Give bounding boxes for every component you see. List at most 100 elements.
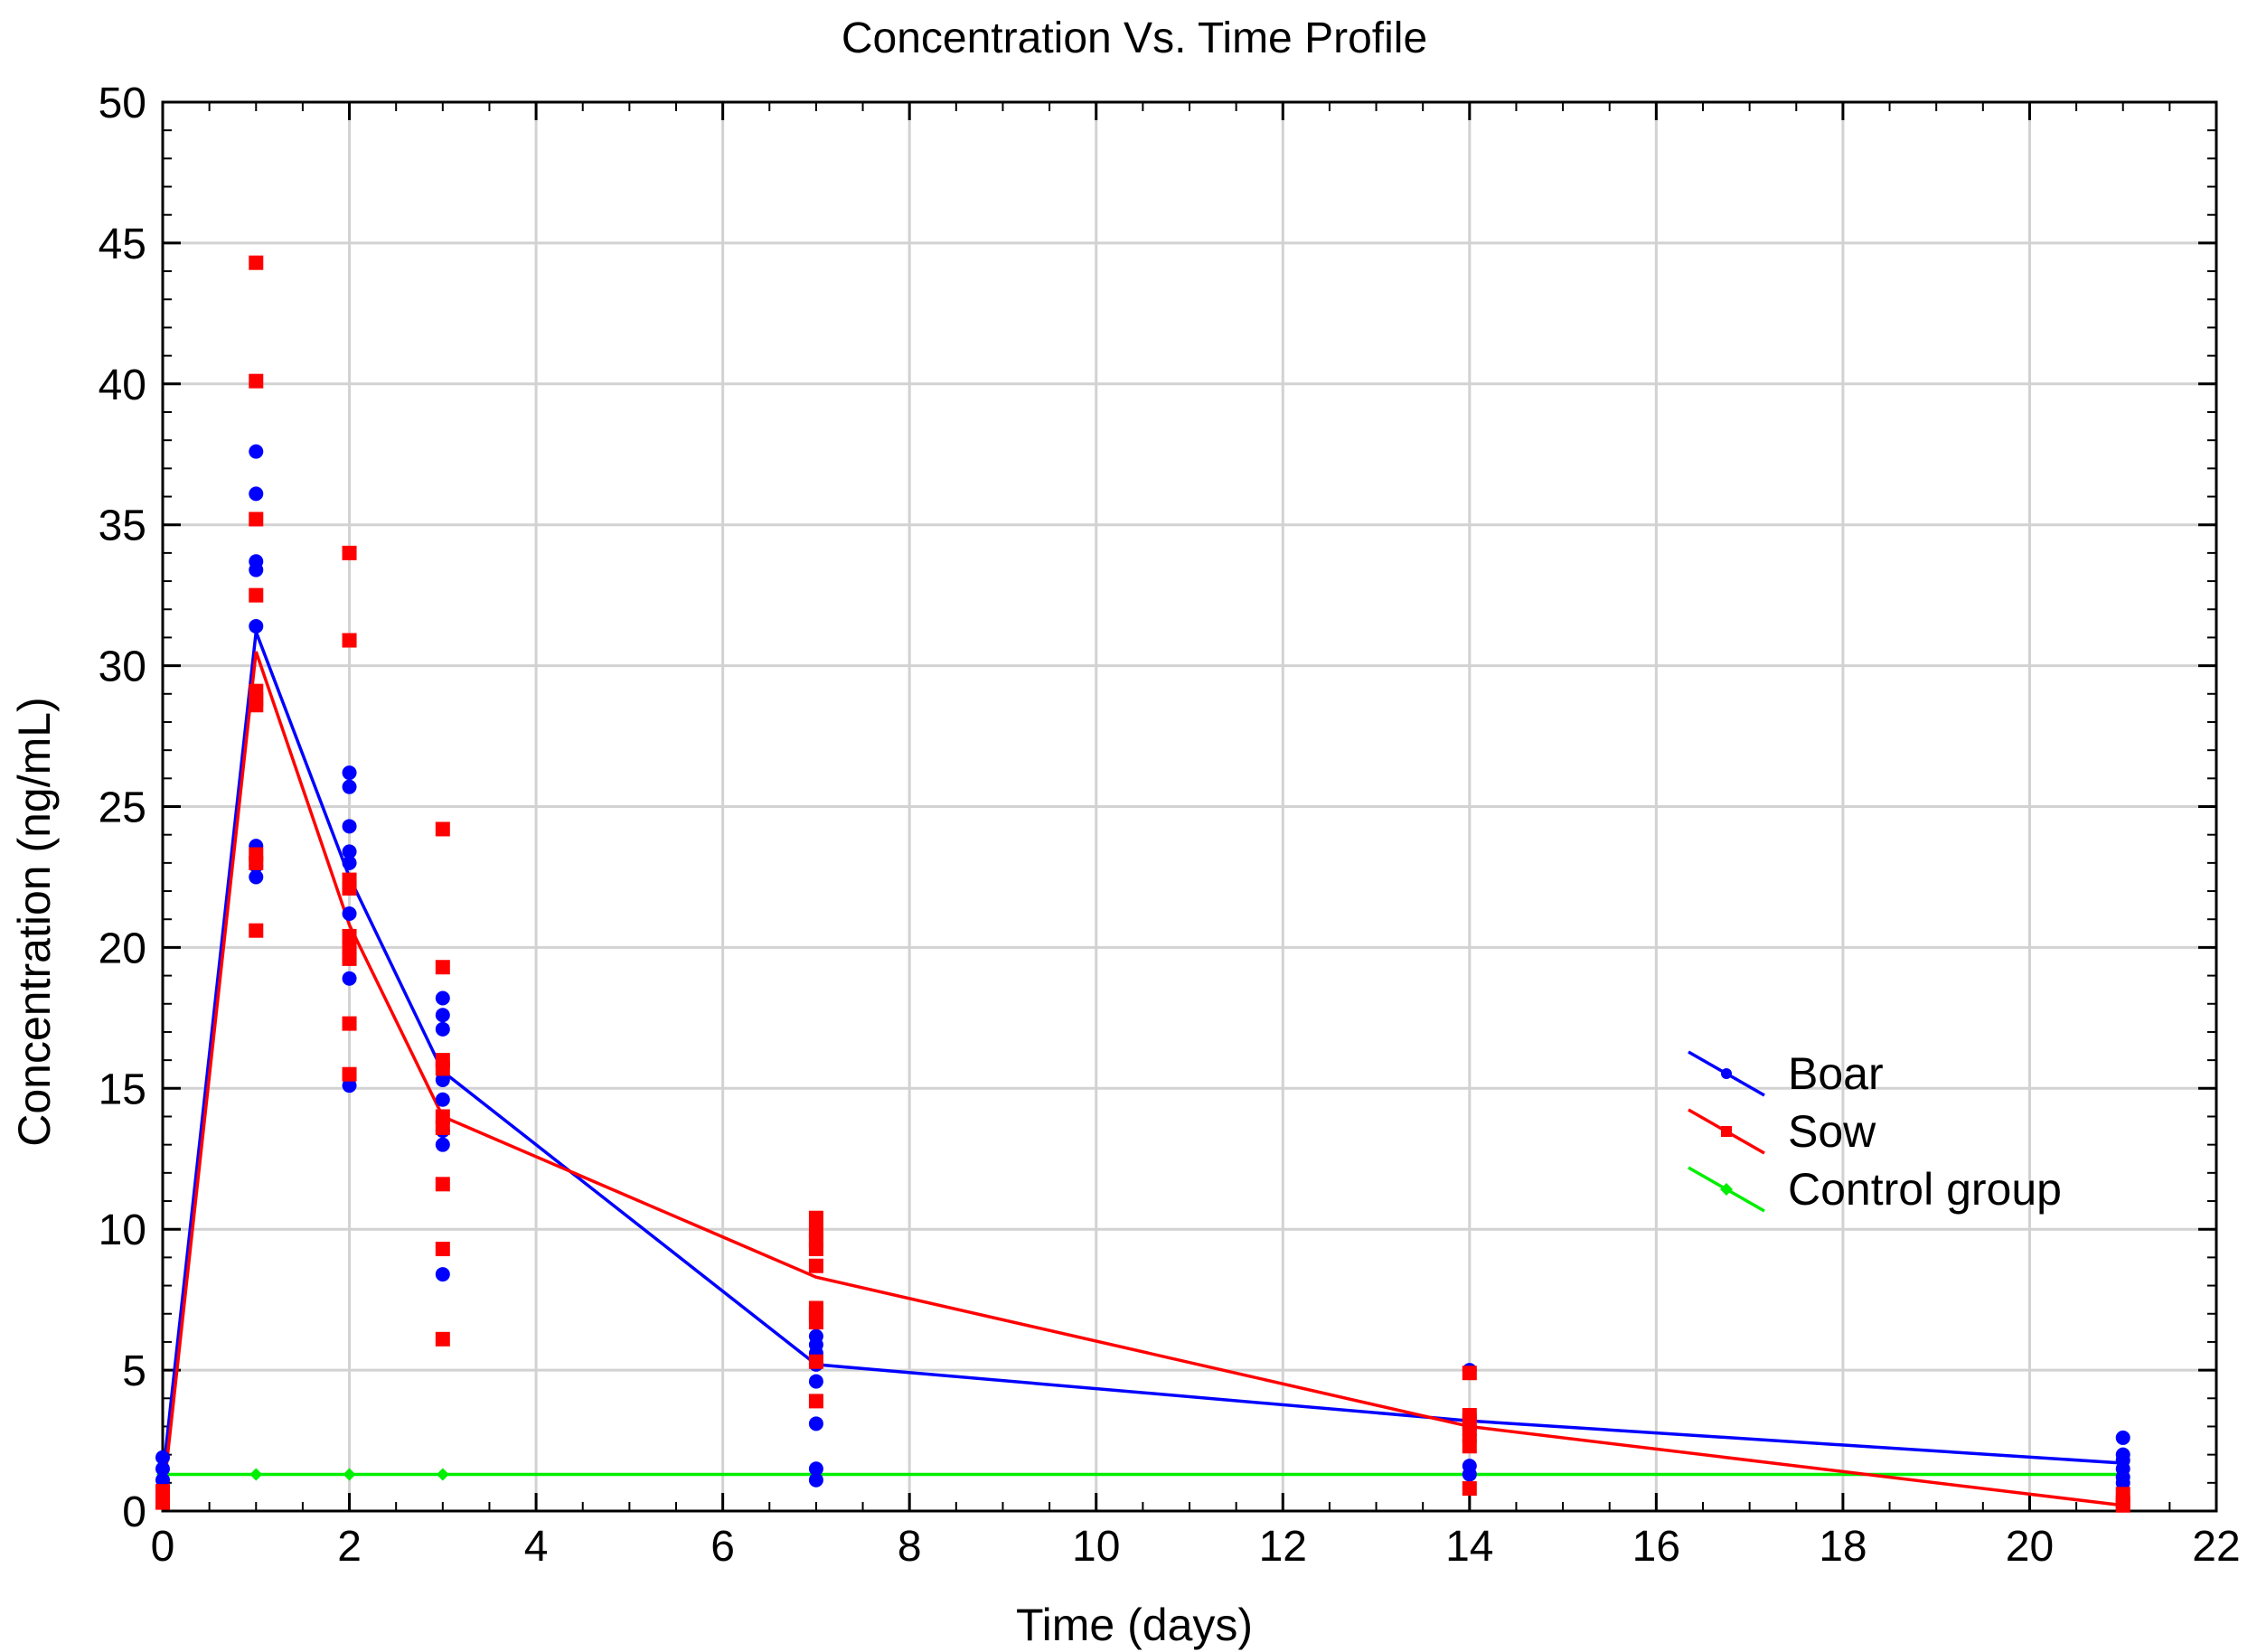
sow-point [155, 1484, 170, 1499]
boar-point [435, 990, 450, 1006]
legend-label-boar: Boar [1788, 1048, 1884, 1099]
sow-point [1462, 1439, 1477, 1454]
boar-point [808, 1472, 823, 1488]
x-tick-label: 16 [1632, 1523, 1680, 1571]
sow-point [808, 1354, 823, 1369]
sow-point [435, 1331, 450, 1347]
sow-point [342, 545, 357, 560]
boar-point [435, 1267, 450, 1282]
x-tick-label: 4 [524, 1523, 549, 1571]
y-tick-label: 5 [122, 1347, 146, 1395]
boar-point [249, 486, 264, 502]
boar-point [249, 618, 264, 634]
boar-point [342, 971, 357, 986]
control-group-point [343, 1468, 356, 1481]
legend-marker-boar [1721, 1068, 1732, 1079]
legend: Boar Sow Control group [1688, 1048, 2062, 1215]
sow-point [249, 255, 264, 270]
x-tick-label: 6 [710, 1523, 735, 1571]
y-tick-label: 10 [99, 1206, 146, 1254]
boar-point [249, 869, 264, 885]
boar-point [249, 562, 264, 577]
sow-point [249, 587, 264, 603]
y-axis-label: Concentration (ng/mL) [9, 697, 60, 1146]
boar-point [435, 1092, 450, 1107]
x-tick-label: 22 [2192, 1523, 2240, 1571]
boar-point [808, 1416, 823, 1431]
x-axis-label: Time (days) [1016, 1600, 1253, 1650]
sow-point [435, 960, 450, 975]
sow-point [435, 1242, 450, 1257]
sow-point [1462, 1427, 1477, 1442]
series-points [155, 255, 2130, 1513]
axis-ticks: 0 2 4 6 8 10 12 14 16 18 20 22 0 5 10 15 20 25 30 35 40 45 50 [99, 80, 2241, 1571]
sow-point [808, 1210, 823, 1225]
sow-point [342, 1066, 357, 1082]
sow-point [435, 1120, 450, 1135]
chart-title: Concentration Vs. Time Profile [842, 14, 1427, 62]
y-tick-label: 0 [122, 1488, 146, 1536]
x-tick-label: 18 [1819, 1523, 1867, 1571]
boar-point [342, 844, 357, 859]
sow-point [808, 1394, 823, 1409]
sow-point [1462, 1366, 1477, 1381]
legend-label-sow: Sow [1788, 1106, 1876, 1157]
x-tick-label: 2 [337, 1523, 362, 1571]
boar-point [435, 1008, 450, 1023]
sow-point [435, 1061, 450, 1076]
boar-point [342, 765, 357, 781]
control-group-point [249, 1468, 263, 1481]
y-tick-label: 50 [99, 80, 146, 127]
x-tick-label: 10 [1072, 1523, 1120, 1571]
legend-label-control-group: Control group [1788, 1164, 2062, 1215]
sow-point [2115, 1497, 2130, 1513]
sow-point [249, 373, 264, 389]
boar-point [342, 819, 357, 834]
sow-point [342, 928, 357, 943]
x-tick-label: 14 [1445, 1523, 1493, 1571]
x-tick-label: 12 [1259, 1523, 1307, 1571]
sow-point [249, 855, 264, 870]
grid [163, 102, 2216, 1511]
sow-point [342, 951, 357, 966]
sow-point [808, 1258, 823, 1273]
sow-point [342, 940, 357, 955]
sow-point [435, 821, 450, 837]
y-tick-label: 30 [99, 643, 146, 691]
sow-point [435, 1109, 450, 1124]
y-tick-label: 15 [99, 1065, 146, 1113]
sow-point [249, 923, 264, 938]
x-tick-label: 0 [151, 1523, 175, 1571]
boar-point [1462, 1467, 1477, 1482]
x-tick-label: 8 [898, 1523, 922, 1571]
sow-point [249, 698, 264, 713]
boar-point [342, 1078, 357, 1094]
boar-point [435, 1072, 450, 1087]
x-tick-label: 20 [2006, 1523, 2054, 1571]
y-tick-label: 25 [99, 784, 146, 832]
y-tick-label: 40 [99, 361, 146, 409]
sow-point [155, 1495, 170, 1510]
boar-point [808, 1374, 823, 1389]
boar-point [342, 779, 357, 794]
sow-point [249, 512, 264, 527]
sow-point [435, 1177, 450, 1192]
boar-point [2115, 1475, 2130, 1490]
legend-marker-sow [1721, 1126, 1732, 1137]
sow-point [342, 880, 357, 896]
boar-point [808, 1461, 823, 1477]
sow-point [1462, 1416, 1477, 1431]
boar-point [435, 1137, 450, 1152]
sow-point [342, 1016, 357, 1031]
y-tick-label: 45 [99, 221, 146, 268]
boar-point [435, 1021, 450, 1037]
boar-point [342, 906, 357, 921]
sow-point [1462, 1481, 1477, 1497]
y-tick-label: 35 [99, 502, 146, 550]
sow-point [808, 1242, 823, 1257]
boar-point [249, 444, 264, 459]
boar-point [155, 1472, 170, 1488]
control-group-point [436, 1468, 449, 1481]
sow-point [808, 1315, 823, 1330]
